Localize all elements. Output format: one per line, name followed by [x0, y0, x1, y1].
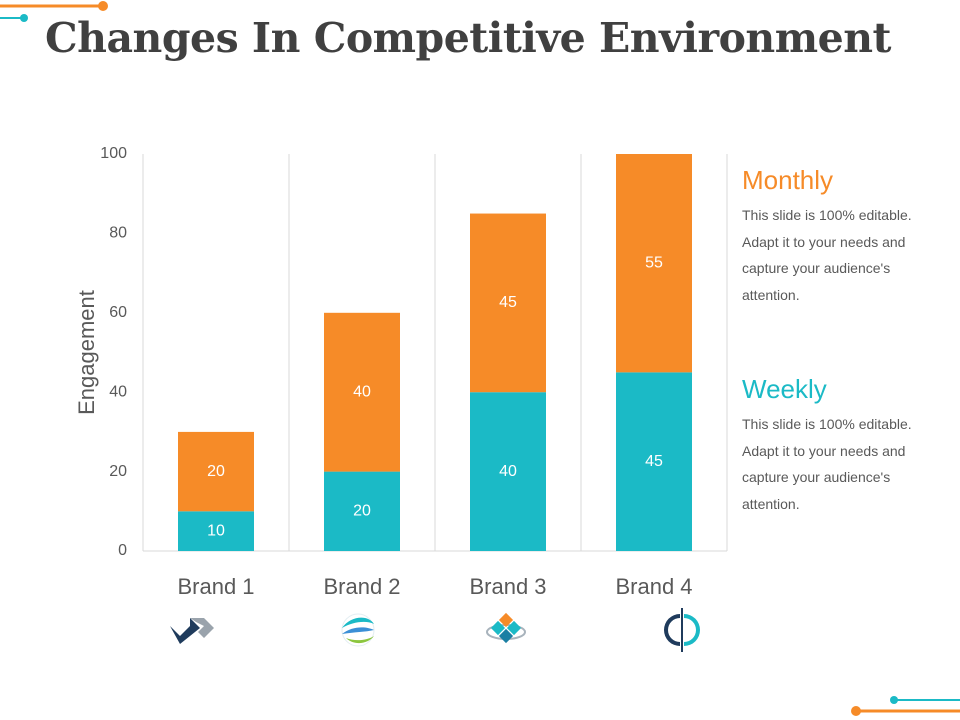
category-label: Brand 3: [469, 574, 546, 599]
bar-weekly-2[interactable]: [324, 471, 400, 551]
bar-monthly-3[interactable]: [470, 213, 546, 393]
chevron-logo-icon: [170, 618, 214, 644]
bar-value-label: 10: [207, 522, 225, 539]
y-tick-label: 40: [109, 383, 127, 400]
y-tick-label: 20: [109, 463, 127, 480]
bar-monthly-1[interactable]: [178, 431, 254, 512]
legend-monthly-title: Monthly: [742, 165, 834, 195]
legend-weekly-text: This slide is 100% editable. Adapt it to…: [742, 416, 912, 512]
y-tick-label: 100: [100, 145, 127, 162]
slide-title: Changes In Competitive Environment: [45, 14, 891, 62]
bar-value-label: 20: [207, 463, 225, 480]
y-tick-label: 0: [118, 542, 127, 559]
y-tick-label: 80: [109, 225, 127, 242]
category-label: Brand 1: [177, 574, 254, 599]
globe-swoosh-icon: [341, 613, 375, 647]
bar-value-label: 40: [499, 463, 517, 480]
category-label: Brand 4: [615, 574, 692, 599]
bar-weekly-3[interactable]: [470, 392, 546, 551]
bar-value-label: 40: [353, 383, 371, 400]
category-label: Brand 2: [323, 574, 400, 599]
bar-value-label: 55: [645, 254, 663, 271]
bar-monthly-2[interactable]: [324, 312, 400, 472]
bar-weekly-4[interactable]: [616, 372, 692, 551]
bar-value-label: 45: [499, 294, 517, 311]
split-circle-icon: [664, 608, 700, 652]
bar-value-label: 45: [645, 453, 663, 470]
y-axis-title: Engagement: [74, 290, 99, 415]
bar-monthly-4[interactable]: [616, 154, 692, 373]
y-tick-label: 60: [109, 304, 127, 321]
legend-weekly-title: Weekly: [742, 374, 827, 404]
diamond-cluster-icon: [486, 612, 526, 644]
bar-weekly-1[interactable]: [178, 511, 254, 551]
bar-value-label: 20: [353, 503, 371, 520]
legend-monthly-text: This slide is 100% editable. Adapt it to…: [742, 207, 912, 303]
